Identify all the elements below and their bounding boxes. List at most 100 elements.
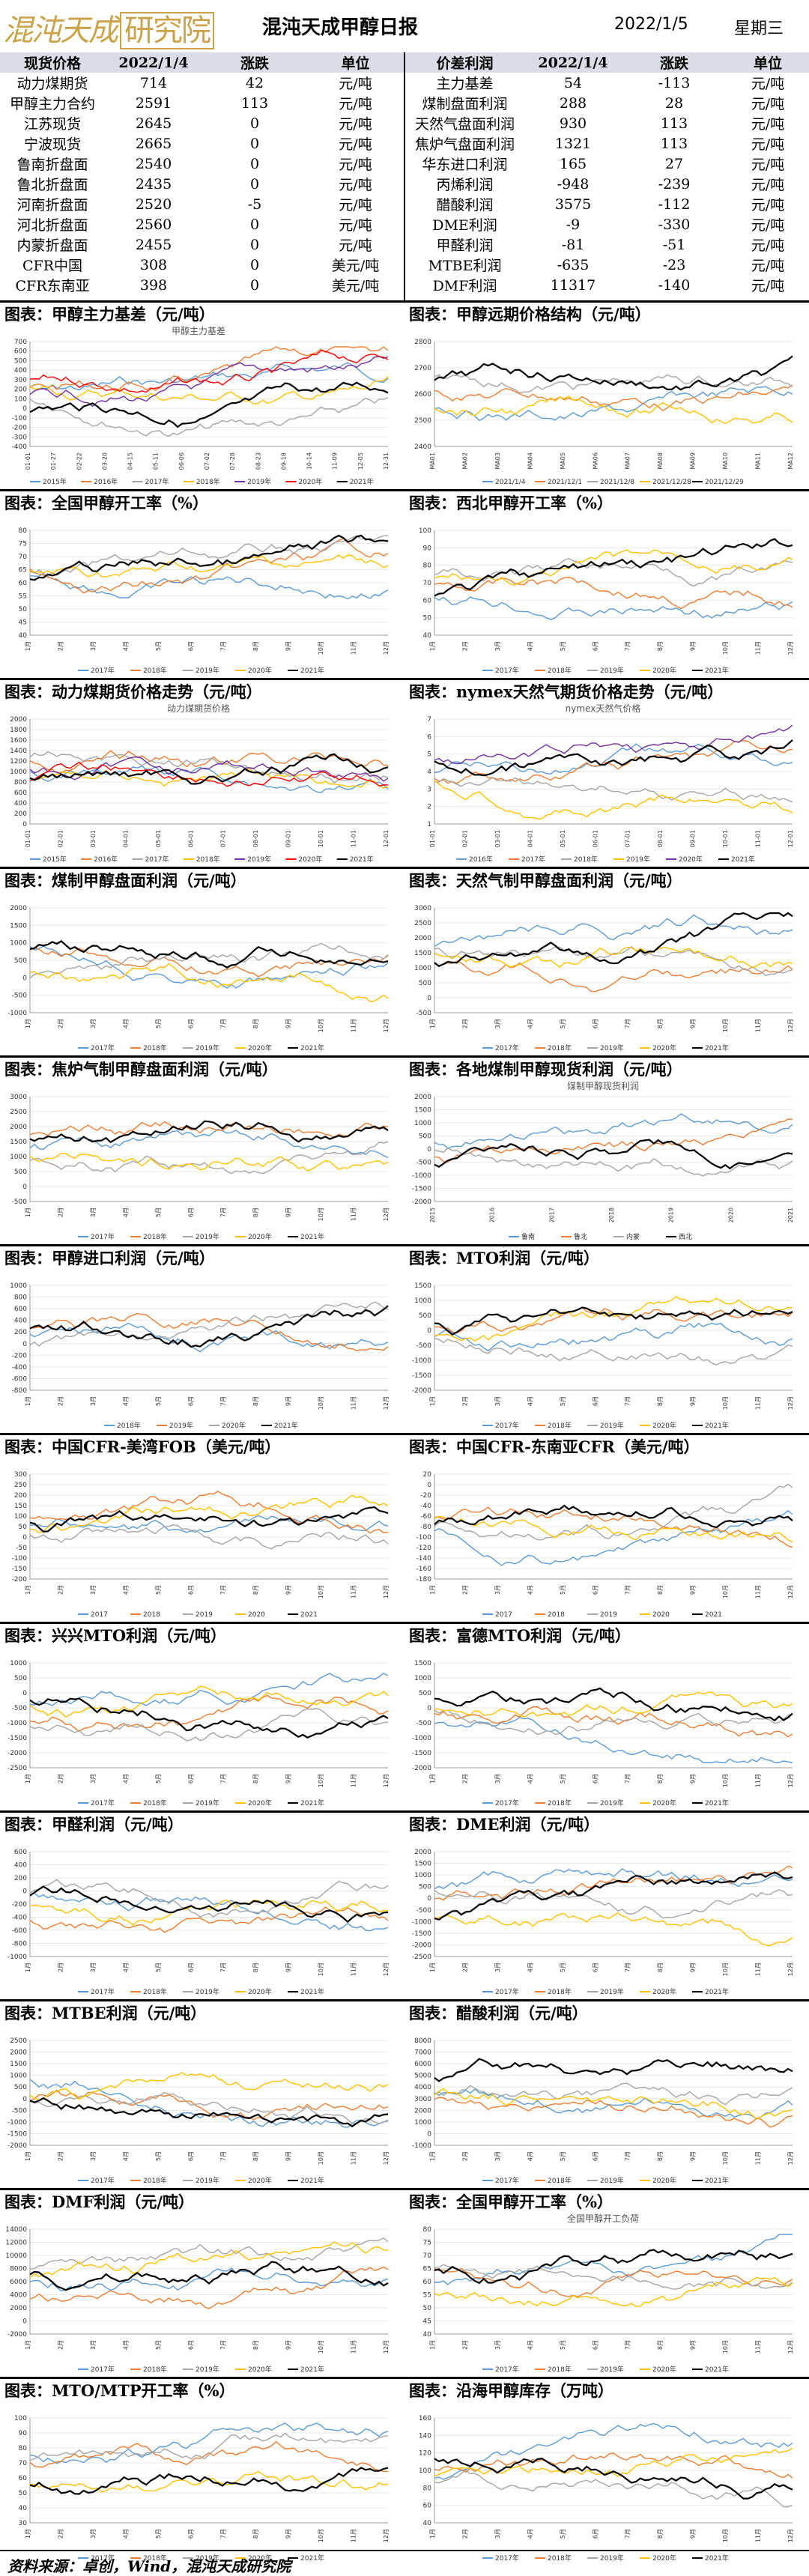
table-cell: 河北折盘面 — [16, 217, 88, 234]
x-tick-label: 11月 — [755, 1774, 762, 1787]
report-header: 混沌天成 研究院 混沌天成甲醇日报 2022/1/5 星期三 — [0, 0, 809, 52]
table-cell: 内蒙折盘面 — [16, 237, 88, 254]
y-tick-label: -2000 — [412, 1765, 431, 1772]
x-tick-label: 3月 — [90, 2529, 97, 2539]
y-tick-label: 7 — [427, 716, 431, 724]
x-tick-label: 5月 — [560, 1396, 566, 1406]
x-tick-label: 6月 — [187, 2151, 194, 2161]
y-tick-label: 3 — [427, 786, 431, 793]
section-divider — [0, 489, 809, 491]
x-tick-label: 06-01 — [592, 830, 599, 847]
x-tick-label: 6月 — [592, 1019, 599, 1028]
x-tick-label: 12-05 — [357, 452, 364, 470]
series-line — [29, 940, 389, 969]
y-tick-label: 250 — [14, 1482, 27, 1489]
legend-label: 2019年 — [196, 2554, 219, 2563]
legend-label: 2020年 — [652, 666, 676, 675]
y-tick-label: 4000 — [414, 2084, 431, 2091]
x-tick-label: 4月 — [527, 2151, 533, 2161]
legend-label: 2016年 — [469, 855, 493, 864]
y-tick-label: 0 — [427, 1895, 431, 1903]
y-tick-label: 1000 — [414, 2119, 431, 2127]
x-tick-label: 10月 — [722, 1585, 729, 1598]
y-tick-label: 120 — [419, 2450, 431, 2458]
x-tick-label: 08-01 — [657, 830, 664, 847]
y-tick-label: 160 — [419, 2415, 431, 2422]
y-tick-label: 2700 — [414, 365, 431, 372]
header-cell: 涨跌 — [622, 52, 727, 73]
series-line — [434, 2097, 793, 2128]
legend-label: 2021/12/28 — [652, 479, 691, 486]
x-tick-label: 4月 — [122, 1774, 129, 1783]
y-tick-label: 0 — [22, 1341, 27, 1348]
chart-panel: 图表：富德MTO利润（元/吨） 1500 1000 500 0 -500 -1000 -150… — [404, 1624, 809, 1813]
table-cell: 元/吨 — [751, 278, 785, 294]
y-tick-label: 1500 — [414, 1861, 431, 1868]
x-tick-label: 7月 — [625, 1019, 631, 1028]
series-line — [29, 1694, 389, 1733]
legend-label: 2019年 — [626, 855, 650, 864]
y-tick-label: -1500 — [412, 1930, 431, 1938]
x-tick-label: 10月 — [722, 2529, 729, 2542]
y-tick-label: 1 — [427, 821, 431, 828]
section-divider — [0, 678, 809, 680]
x-tick-label: 3月 — [90, 1585, 97, 1595]
series-line — [434, 2457, 793, 2500]
y-tick-label: 40 — [423, 2520, 432, 2527]
x-tick-label: 5月 — [560, 2529, 566, 2539]
table-cell: 2645 — [135, 115, 172, 132]
y-tick-label: 65 — [19, 567, 27, 575]
y-tick-label: 0 — [22, 821, 27, 828]
chart-panel: 图表：MTO/MTP开工率（%） 100 90 80 70 60 50 40 30 1月 2月 3月 4… — [0, 2379, 404, 2568]
x-tick-label: 9月 — [690, 2340, 697, 2350]
series-line — [434, 1118, 793, 1163]
y-tick-label: -1000 — [412, 1735, 431, 1742]
table-cell: 0 — [249, 236, 260, 253]
table-cell: -113 — [658, 74, 691, 91]
x-tick-label: 10-14 — [306, 452, 313, 470]
y-tick-label: 1200 — [10, 758, 27, 766]
y-tick-label: 60 — [423, 2279, 432, 2286]
table-cell: 甲醛利润 — [436, 237, 494, 254]
y-tick-label: 300 — [14, 1471, 27, 1479]
y-tick-label: 90 — [19, 2430, 28, 2437]
x-tick-label: 4月 — [122, 2151, 129, 2161]
y-tick-label: 8000 — [10, 2266, 27, 2273]
series-line — [434, 2469, 793, 2508]
y-tick-label: 140 — [419, 2432, 431, 2440]
y-tick-label: -2500 — [7, 1765, 27, 1772]
legend-label: 2020年 — [222, 1421, 246, 1430]
x-tick-label: 2月 — [461, 1585, 468, 1595]
y-tick-label: 0 — [427, 1146, 431, 1154]
legend-label: 2020年 — [248, 2554, 272, 2563]
y-tick-label: 2500 — [10, 1109, 27, 1116]
legend-label: 2018年 — [143, 2554, 167, 2563]
x-tick-label: 01-01 — [25, 452, 31, 470]
table-cell: 主力基差 — [436, 76, 494, 92]
x-tick-label: 11月 — [755, 1019, 762, 1032]
line-chart: 2000 1500 1000 500 0 -500 -1000 -1500 -2000 -2500… — [412, 1849, 794, 1996]
series-line — [434, 1506, 793, 1548]
x-tick-label: 8月 — [252, 2529, 259, 2539]
y-tick-label: -1500 — [412, 1372, 431, 1380]
legend-label: 2020年 — [298, 477, 322, 486]
table-cell: 2520 — [135, 196, 172, 213]
x-tick-label: 6月 — [187, 1019, 194, 1028]
series-line — [29, 2467, 389, 2495]
table-cell: 元/吨 — [307, 133, 405, 154]
x-tick-label: MA01 — [429, 452, 436, 470]
legend-label: 2021/12/8 — [600, 479, 634, 486]
y-tick-label: 1000 — [10, 1660, 27, 1667]
header-cell: 单位 — [727, 52, 809, 73]
legend-label: 2017年 — [145, 477, 169, 486]
x-tick-label: 9月 — [285, 1774, 292, 1783]
x-tick-label: 10月 — [722, 1396, 729, 1410]
x-tick-label: 2021 — [787, 1207, 794, 1222]
y-tick-label: 80 — [423, 563, 432, 570]
series-line — [29, 1685, 389, 1718]
y-tick-label: 80 — [423, 2485, 432, 2492]
x-tick-label: 3月 — [494, 2529, 501, 2539]
y-tick-label: 40 — [423, 632, 432, 640]
legend-label: 2020年 — [652, 1987, 676, 1996]
legend-label: 2017年 — [145, 855, 169, 864]
